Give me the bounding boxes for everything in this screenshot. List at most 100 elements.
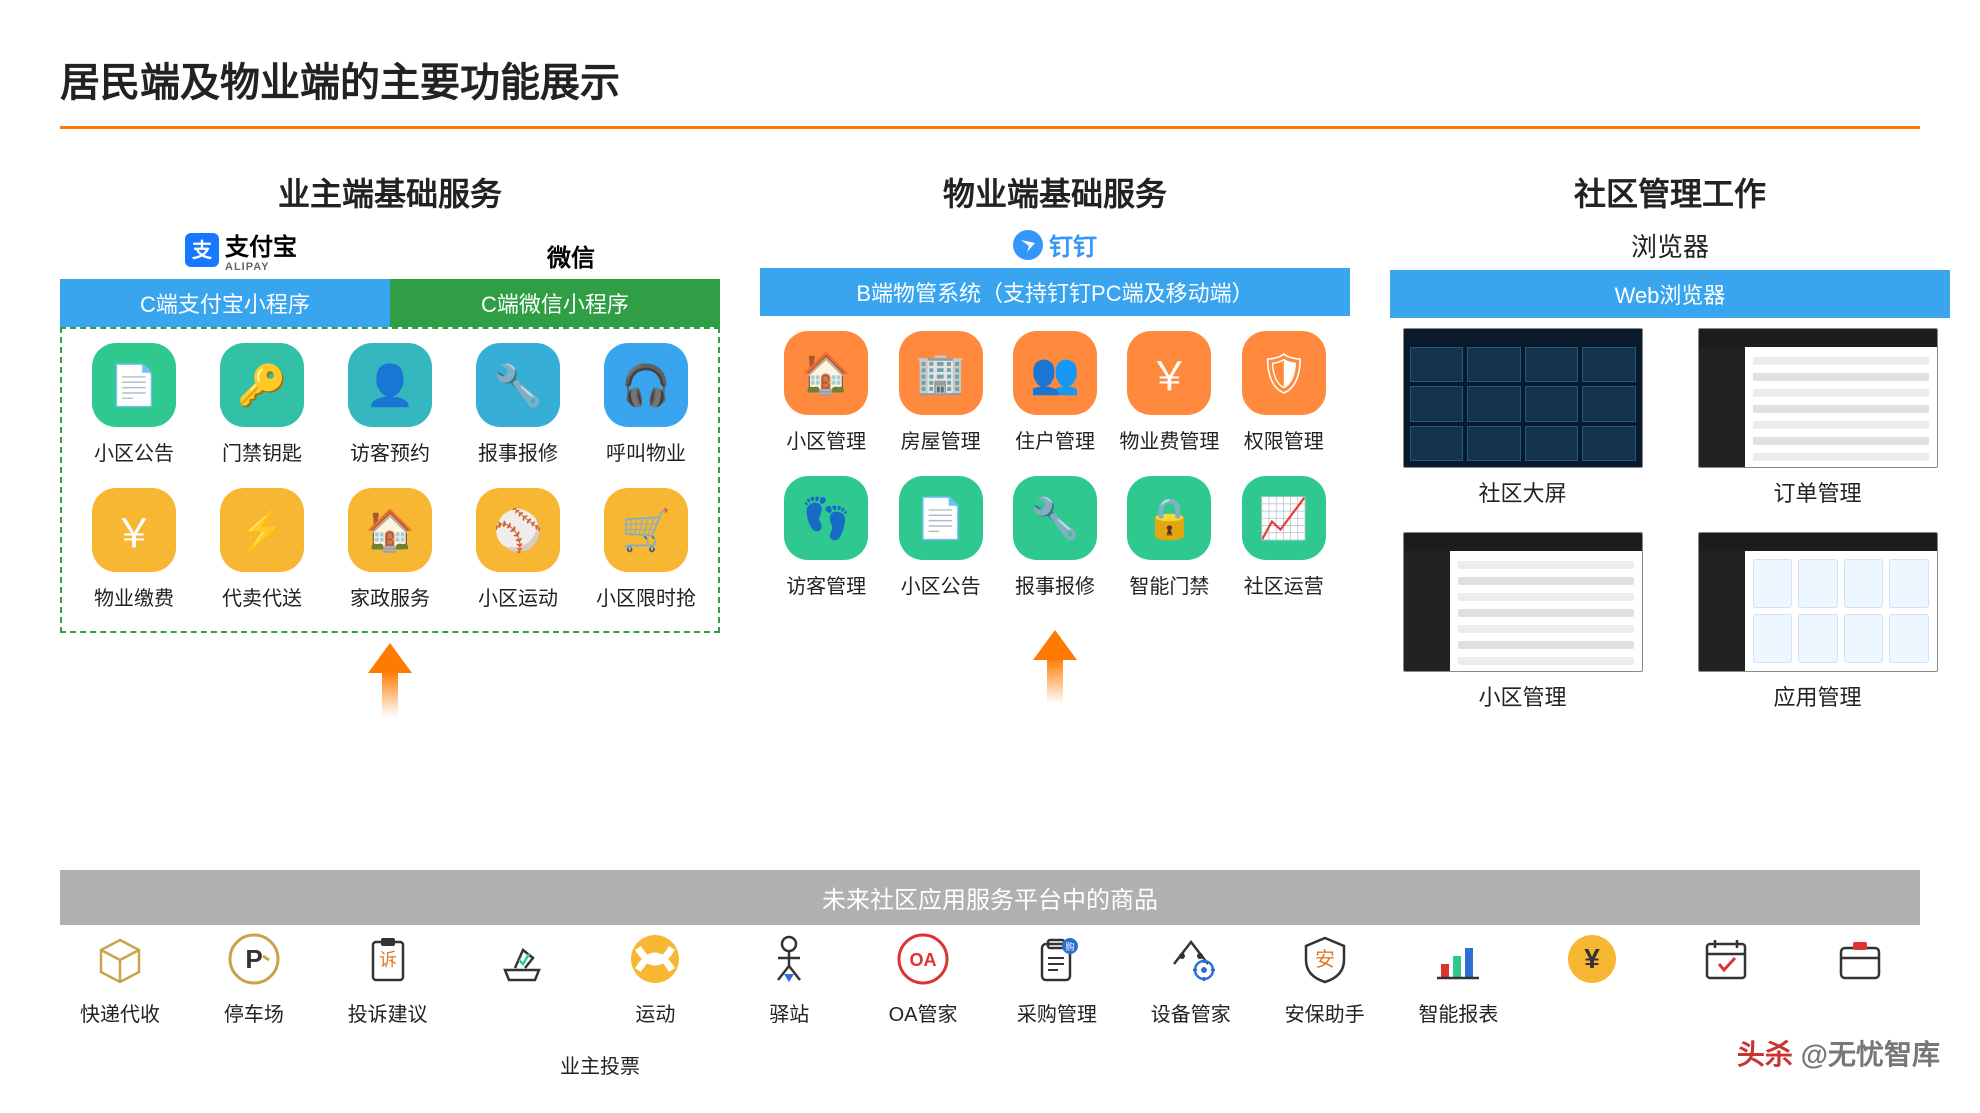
service-complaint: 诉投诉建议: [328, 930, 448, 1027]
feature-label: 房屋管理: [901, 425, 981, 454]
repair-icon: 🔧: [476, 343, 560, 427]
divider: [60, 126, 1920, 129]
owner-column: 业主端基础服务 支 支付宝 ALIPAY 微信 C端支付宝小程序 C端微信小程序…: [60, 169, 720, 712]
feature-call: 🎧呼叫物业: [584, 343, 708, 466]
arrow-up-icon: [1033, 630, 1077, 660]
report-icon: [1429, 930, 1487, 988]
security-icon: 安: [1296, 930, 1354, 988]
wechat-brand: 微信: [547, 238, 595, 273]
key-icon: 🔑: [220, 343, 304, 427]
svg-text:OA: OA: [910, 950, 937, 970]
feature-label: 呼叫物业: [606, 437, 686, 466]
archive-icon: [1831, 930, 1889, 988]
feature-repair: 🔧 报事报修: [456, 343, 580, 466]
feature-label: 家政服务: [350, 582, 430, 611]
feature-label: 小区运动: [478, 582, 558, 611]
feature-payment: ￥ 物业缴费: [72, 488, 196, 611]
svg-text:¥: ¥: [1584, 943, 1600, 974]
feature-label: 权限管理: [1244, 425, 1324, 454]
maintenance-icon: 🔧: [1013, 476, 1097, 560]
admin-column: 社区管理工作 浏览器 Web浏览器 社区大屏订单管理小区管理应用管理: [1390, 169, 1950, 712]
platform-bar: 未来社区应用服务平台中的商品: [60, 870, 1920, 925]
app-thumb-image: [1698, 532, 1938, 672]
dashboard-thumb-image: [1403, 328, 1643, 468]
owner-icon-grid: 📄小区公告🔑门禁钥匙👤访客预约🔧报事报修🎧呼叫物业￥物业缴费⚡代卖代送🏠家政服务…: [60, 327, 720, 633]
browser-grid: 社区大屏 订单管理小区管理 应用管理: [1390, 318, 1950, 712]
operation-icon: 📈: [1242, 476, 1326, 560]
svg-text:购: 购: [1065, 941, 1074, 952]
dingtalk-brand: 钉钉: [1013, 227, 1097, 262]
service-label: 停车场: [224, 998, 284, 1027]
svg-text:安: 安: [1315, 948, 1335, 971]
feature-permission: 🛡 权限管理: [1229, 331, 1339, 454]
feature-label: 访客管理: [786, 570, 866, 599]
watermark: 头杀 @无忧智库: [1737, 1033, 1940, 1073]
svg-text:支: 支: [192, 238, 213, 262]
community-thumb-image: [1403, 532, 1643, 672]
payment-icon: ￥: [92, 488, 176, 572]
alipay-tab: C端支付宝小程序: [60, 279, 390, 327]
owner-header: 业主端基础服务: [278, 169, 502, 215]
dashboard-thumb: 社区大屏: [1390, 328, 1655, 508]
alipay-sub: ALIPAY: [225, 262, 297, 273]
complaint-icon: 诉: [359, 930, 417, 988]
thumb-label: 订单管理: [1773, 476, 1861, 508]
wechat-name: 微信: [547, 238, 595, 273]
page-title: 居民端及物业端的主要功能展示: [60, 50, 1920, 108]
service-purchase: 购采购管理: [997, 930, 1117, 1027]
service-device: 设备管家: [1131, 930, 1251, 1027]
feature-label: 代卖代送: [222, 582, 302, 611]
feature-label: 报事报修: [478, 437, 558, 466]
service-label: 驿站: [769, 998, 809, 1027]
service-label: 安保助手: [1285, 998, 1365, 1027]
service-label: 快递代收: [80, 998, 160, 1027]
feature-guest: 👣访客管理: [771, 476, 881, 599]
feature-notice: 📄小区公告: [885, 476, 995, 599]
feature-label: 物业费管理: [1119, 425, 1219, 454]
permission-icon: 🛡: [1242, 331, 1326, 415]
service-label: 投诉建议: [348, 998, 428, 1027]
feature-visitor: 👤访客预约: [328, 343, 452, 466]
sport-icon: ⚾: [476, 488, 560, 572]
feature-label: 社区运营: [1244, 570, 1324, 599]
thumb-label: 社区大屏: [1478, 476, 1566, 508]
property-icon-grid: 🏠小区管理🏢房屋管理👥住户管理￥物业费管理🛡权限管理👣访客管理📄小区公告🔧报事报…: [760, 316, 1350, 620]
watermark-text: @无忧智库: [1793, 1039, 1940, 1070]
notice-icon: 📄: [899, 476, 983, 560]
thumb-label: 小区管理: [1478, 680, 1566, 712]
property-header: 物业端基础服务: [943, 169, 1167, 215]
dingtalk-name: 钉钉: [1049, 227, 1097, 262]
service-label: 智能报表: [1418, 998, 1498, 1027]
feature-announcement: 📄小区公告: [72, 343, 196, 466]
service-parking: P停车场: [194, 930, 314, 1027]
alipay-name: 支付宝: [225, 234, 297, 261]
feature-operation: 📈 社区运营: [1229, 476, 1339, 599]
feature-label: 物业缴费: [94, 582, 174, 611]
service-finance: ¥: [1532, 930, 1652, 1027]
service-schedule: [1666, 930, 1786, 1027]
resident-icon: 👥: [1013, 331, 1097, 415]
thumb-label: 应用管理: [1773, 680, 1861, 712]
feature-community: 🏠小区管理: [771, 331, 881, 454]
property-tab: B端物管系统（支持钉钉PC端及移动端）: [760, 268, 1350, 316]
finance-icon: ¥: [1563, 930, 1621, 988]
service-label: OA管家: [889, 998, 958, 1027]
oa-icon: OA: [894, 930, 952, 988]
svg-text:诉: 诉: [379, 950, 397, 970]
feature-delivery: ⚡代卖代送: [200, 488, 324, 611]
feature-label: 小区公告: [94, 437, 174, 466]
service-row: 快递代收P停车场诉投诉建议运动驿站OAOA管家购采购管理设备管家安安保助手智能报…: [60, 930, 1920, 1027]
service-oa: OA OA管家: [863, 930, 983, 1027]
arrow-up-icon: [368, 643, 412, 673]
exercise-icon: [626, 930, 684, 988]
app-thumb: 应用管理: [1685, 532, 1950, 712]
browser-tab: Web浏览器: [1390, 270, 1950, 318]
feature-flashsale: 🛒小区限时抢: [584, 488, 708, 611]
feature-sport: ⚾ 小区运动: [456, 488, 580, 611]
service-label: 运动: [635, 998, 675, 1027]
alipay-brand: 支 支付宝 ALIPAY: [185, 227, 297, 273]
flashsale-icon: 🛒: [604, 488, 688, 572]
feature-label: 小区管理: [786, 425, 866, 454]
fee-icon: ￥: [1127, 331, 1211, 415]
service-label: 设备管家: [1151, 998, 1231, 1027]
